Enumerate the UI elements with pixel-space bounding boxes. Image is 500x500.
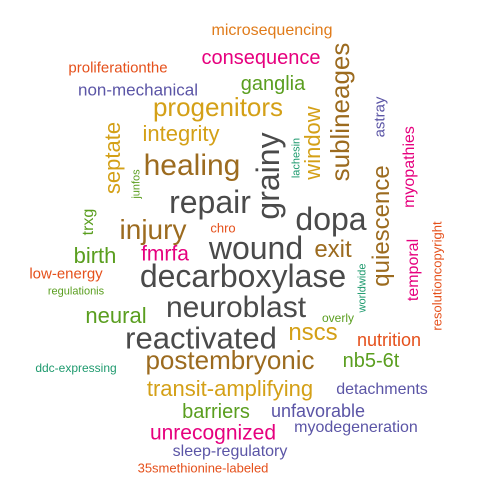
word: chro [210,220,236,236]
word: trxg [80,208,97,236]
word: neuroblast [165,291,307,324]
word: quiescence [368,165,395,287]
word: integrity [142,121,220,146]
word: birth [73,243,117,268]
word: low-energy [29,265,103,283]
word: nscs [288,319,338,346]
word: transit-amplifying [146,376,314,401]
word: lachesin [290,137,303,179]
word: progenitors [152,92,284,122]
word: fmrfa [141,242,189,266]
word: junfos [130,169,143,199]
word: wound [208,230,304,266]
word: microsequencing [211,22,333,39]
word: injury [119,214,187,245]
word: exit [314,236,352,263]
word: proliferationthe [68,59,168,77]
word: 35smethionine-labeled [137,460,269,476]
word: unfavorable [270,401,366,421]
word: sublineages [325,42,355,182]
word: neural [85,303,147,328]
word: window [300,106,325,180]
word: overly [321,311,355,325]
word: myodegeneration [294,419,418,436]
word: decarboxylase [139,258,347,294]
word: dopa [295,201,367,237]
word: postembryonic [145,345,315,375]
word: reactivated [125,320,277,356]
word: barriers [182,401,250,423]
word: nb5-6t [342,350,400,372]
word: resolutioncopyright [429,221,445,331]
word: consequence [201,47,321,69]
word: detachments [336,381,428,398]
word: grainy [250,132,286,220]
word: ddc-expressing [35,361,117,375]
word: ganglia [240,73,306,95]
word: myopathies [401,126,418,208]
word: nutrition [356,330,422,350]
word: astray [371,96,389,138]
word: non-mechanical [77,80,199,100]
word: septate [100,121,125,195]
word: regulationis [47,285,105,298]
word: repair [169,184,251,220]
word: unrecognized [149,421,277,445]
word: healing [143,149,241,182]
word: temporal [405,238,422,302]
word: sleep-regulatory [172,443,288,460]
word: worldwide [356,263,369,313]
